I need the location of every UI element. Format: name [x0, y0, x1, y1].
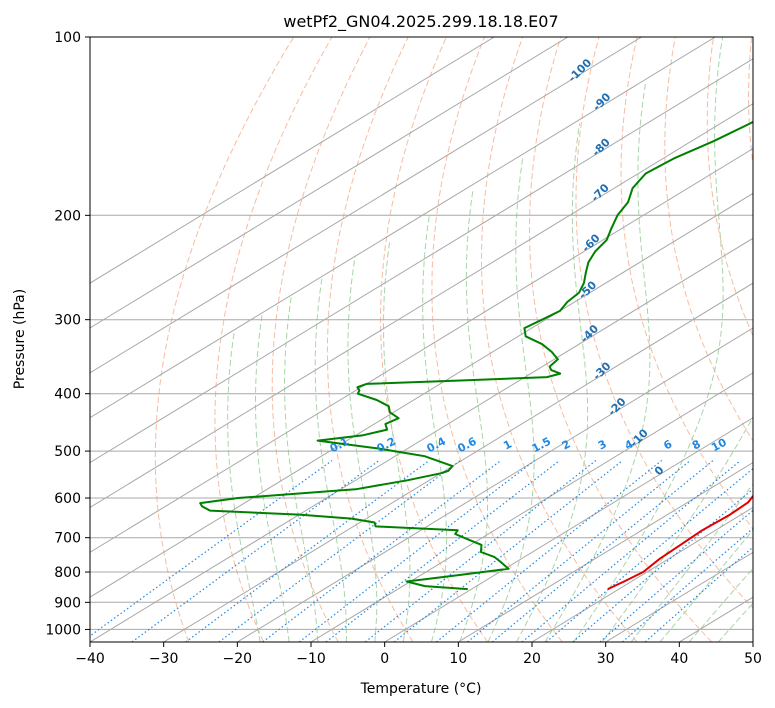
moist-adiabat-line [347, 256, 378, 642]
moist-adiabat-line [283, 297, 319, 642]
y-axis-label: Pressure (hPa) [12, 289, 28, 389]
x-tick-label: 20 [523, 651, 541, 667]
mixing-ratio-line [298, 460, 536, 642]
mixing-ratio-line [436, 460, 663, 642]
y-tick-label: 200 [54, 208, 81, 224]
mixing-ratio-line [393, 460, 623, 642]
dry-adiabat-line [271, 37, 371, 642]
mixing-ratio-line [90, 460, 333, 637]
mixing-ratio-line [262, 460, 502, 642]
dry-adiabat-line [575, 37, 753, 609]
x-tick-label: −40 [75, 651, 105, 667]
y-tick-label: 600 [54, 491, 81, 507]
isotherm-line [90, 37, 642, 374]
isotherm-line [531, 506, 753, 642]
x-tick-label: −30 [149, 651, 179, 667]
temperature-line [607, 494, 753, 591]
moist-adiabat-line [459, 188, 489, 642]
moist-adiabat-line [688, 567, 753, 642]
x-tick-label: −20 [223, 651, 253, 667]
y-tick-label: 100 [54, 30, 81, 46]
dry-adiabat-line [528, 37, 713, 642]
isotherm-line [163, 282, 753, 642]
dry-adiabat-line [326, 37, 414, 642]
chart-title: wetPf2_GN04.2025.299.18.18.E07 [283, 12, 558, 32]
x-tick-label: −10 [296, 651, 326, 667]
sounding-traces [199, 120, 753, 591]
y-tick-label: 400 [54, 387, 81, 403]
y-tick-label: 900 [54, 595, 81, 611]
isotherm-line [90, 192, 753, 598]
dewpoint-line [199, 120, 753, 591]
isotherm-line [237, 327, 753, 642]
dry-adiabat-line [214, 37, 333, 642]
isotherm-line [90, 58, 753, 464]
x-tick-label: 40 [670, 651, 688, 667]
isotherm-line [90, 37, 495, 284]
x-tick-label: 50 [744, 651, 762, 667]
y-tick-label: 700 [54, 531, 81, 547]
background-lines [90, 37, 753, 642]
dry-adiabat-line [620, 37, 753, 530]
mixing-ratio-line [644, 546, 753, 642]
moist-adiabat-line [227, 332, 261, 642]
mixing-ratio-line [364, 460, 597, 642]
y-tick-label: 1000 [45, 622, 81, 638]
isotherm-line [384, 417, 753, 642]
moist-adiabat-line [422, 215, 448, 642]
isotherm-line [90, 37, 569, 329]
y-tick-label: 800 [54, 565, 81, 581]
dry-adiabat-line [154, 37, 295, 642]
moist-adiabat-line [383, 239, 411, 642]
mixing-ratio-line [521, 460, 741, 642]
mixing-ratio-line [325, 460, 560, 642]
moist-adiabat-line [487, 157, 535, 642]
x-axis-label: Temperature (°C) [360, 681, 482, 697]
isotherm-line [310, 372, 753, 642]
y-tick-label: 500 [54, 444, 81, 460]
moist-adiabat-line [601, 415, 753, 642]
dry-adiabat-line [706, 37, 753, 338]
dry-adiabat-line [747, 37, 753, 168]
isotherm-line [90, 147, 753, 553]
mixing-ratio-line [545, 467, 753, 642]
axes: −40 −30 −20 −10 0 10 20 30 40 50 100 200 300 400 500 60… [45, 30, 762, 667]
dry-adiabat-line [431, 37, 563, 642]
isotherm-line [90, 103, 753, 509]
isotherm-line [458, 461, 753, 642]
moist-adiabat-line [544, 83, 651, 642]
dry-adiabat-line [480, 37, 638, 642]
mixing-ratio-line [185, 460, 430, 642]
y-tick-label: 300 [54, 313, 81, 329]
moist-adiabat-line [659, 529, 753, 642]
dry-adiabat-line [380, 37, 489, 642]
mixing-ratio-label: 10 [709, 436, 729, 455]
plot-frame [89, 36, 754, 643]
isotherm-line [90, 37, 716, 419]
mixing-ratio-line [131, 460, 380, 642]
x-tick-label: 10 [449, 651, 467, 667]
x-tick-label: 0 [380, 651, 389, 667]
x-tick-label: 30 [597, 651, 615, 667]
isotherm-line [90, 237, 753, 642]
